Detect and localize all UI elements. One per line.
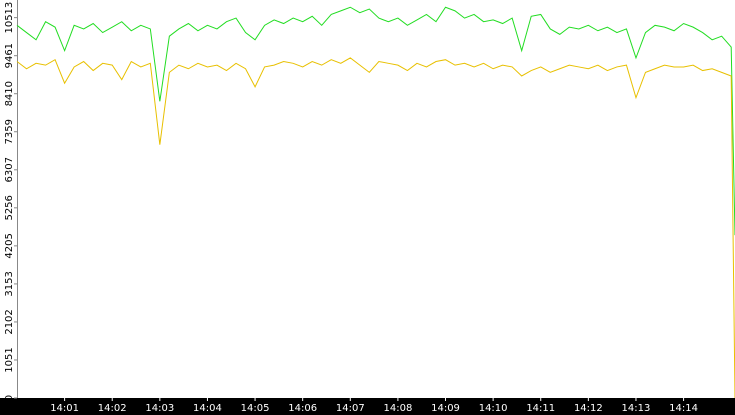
x-tick-label: 14:03 — [145, 403, 174, 414]
series-line — [16, 57, 735, 399]
x-tick-label: 14:12 — [574, 403, 603, 414]
y-tick-label: 3153 — [4, 271, 15, 296]
x-tick-label: 14:07 — [336, 403, 365, 414]
x-tick-label: 14:04 — [193, 403, 222, 414]
series-line — [16, 6, 735, 236]
x-tick-label: 14:01 — [50, 403, 79, 414]
x-tick-label: 14:10 — [479, 403, 508, 414]
y-tick-label: 1051 — [4, 347, 15, 372]
x-tick-label: 14:05 — [241, 403, 270, 414]
y-tick-label: 7359 — [4, 119, 15, 144]
x-tick-label: 14:14 — [669, 403, 698, 414]
y-tick-label: 9461 — [4, 43, 15, 68]
x-tick-label: 14:11 — [526, 403, 555, 414]
y-tick-label: 6307 — [4, 157, 15, 182]
x-tick-label: 14:13 — [622, 403, 651, 414]
y-tick-label: 10513 — [4, 2, 15, 34]
y-tick-label: 8410 — [4, 81, 15, 106]
x-axis-band — [0, 398, 735, 415]
x-tick-label: 14:02 — [98, 403, 127, 414]
y-tick-label: 0 — [4, 395, 15, 401]
y-tick-label: 4205 — [4, 233, 15, 258]
x-tick-label: 14:06 — [288, 403, 317, 414]
y-tick-label: 5256 — [4, 195, 15, 220]
x-tick-label: 14:09 — [431, 403, 460, 414]
y-tick-label: 2102 — [4, 309, 15, 334]
x-tick-label: 14:08 — [383, 403, 412, 414]
